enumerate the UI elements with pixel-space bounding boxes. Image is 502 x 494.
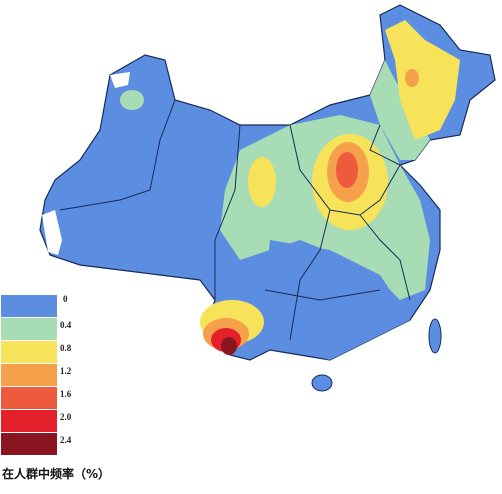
legend-label: 1.6 xyxy=(60,389,72,399)
yellow-northeast xyxy=(385,20,460,140)
map xyxy=(39,4,496,392)
legend-label: 0.4 xyxy=(60,320,72,330)
taiwan xyxy=(428,318,442,354)
legend-caption: 在人群中频率（%） xyxy=(2,466,110,481)
darkred-southwest xyxy=(221,337,237,355)
hainan xyxy=(311,374,333,392)
blue-south xyxy=(265,240,410,360)
yellow-west xyxy=(248,157,276,207)
province-borders xyxy=(59,99,411,341)
legend: 0 0.4 0.8 1.2 1.6 2.0 2.4 在人群中频率（%） xyxy=(1,294,110,481)
red-central xyxy=(336,152,358,188)
legend-label: 0 xyxy=(63,294,68,304)
swatch xyxy=(1,295,57,317)
swatch xyxy=(1,410,57,432)
swatch xyxy=(1,341,57,363)
white-notch xyxy=(110,72,130,88)
swatch xyxy=(1,387,57,409)
white-west xyxy=(42,210,62,255)
legend-label: 2.0 xyxy=(60,412,72,422)
legend-label: 1.2 xyxy=(60,366,72,376)
legend-label: 0.8 xyxy=(60,343,72,353)
swatch xyxy=(1,318,57,340)
swatch xyxy=(1,433,57,455)
orange-northeast xyxy=(405,69,419,87)
green-north xyxy=(120,90,144,110)
legend-label: 2.4 xyxy=(60,435,72,445)
swatch xyxy=(1,364,57,386)
